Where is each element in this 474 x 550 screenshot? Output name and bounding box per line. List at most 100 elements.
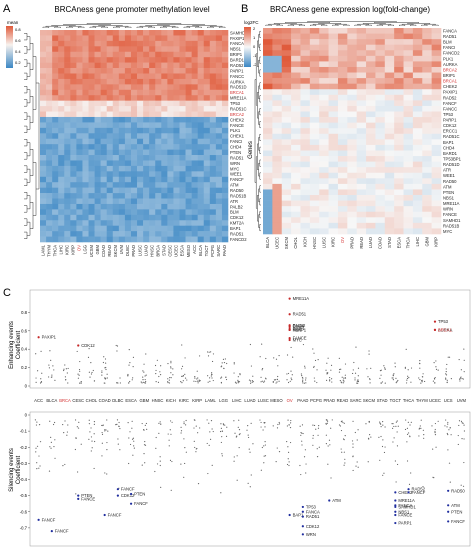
heatmap-cell <box>300 211 311 218</box>
heatmap-cell <box>149 187 156 194</box>
heatmap-cell <box>130 122 138 129</box>
sil-gene-label: FANCA <box>398 503 412 508</box>
enh-point <box>170 366 172 368</box>
heatmap-cell <box>215 160 223 167</box>
heatmap-cell <box>94 160 101 167</box>
heatmap-cell <box>40 30 47 36</box>
heatmap-cell <box>52 62 59 69</box>
gene-label: PALB2 <box>230 204 243 209</box>
heatmap-cell <box>319 72 329 79</box>
heatmap-cell <box>291 200 301 207</box>
heatmap-cell <box>185 133 192 140</box>
cancer-label: LIHC <box>232 398 242 403</box>
heatmap-cell <box>328 200 339 207</box>
sil-point <box>106 449 108 451</box>
cancer-label: TGCT <box>204 245 209 257</box>
heatmap-cell <box>403 150 414 157</box>
sil-point <box>247 425 249 427</box>
enh-point <box>182 380 184 382</box>
heatmap-cell <box>118 171 126 178</box>
heatmap-cell <box>191 35 198 42</box>
sil-point <box>407 421 409 423</box>
heatmap-cell <box>167 116 174 123</box>
enh-point <box>223 367 225 369</box>
heatmap-cell <box>394 89 404 96</box>
heatmap-cell <box>221 236 229 243</box>
heatmap-cell <box>58 133 65 140</box>
heatmap-cell <box>64 182 71 188</box>
heatmap-cell <box>191 231 198 237</box>
heatmap-cell <box>52 138 59 145</box>
gene-label: TP53BP1 <box>443 157 462 162</box>
heatmap-cell <box>130 40 138 47</box>
heatmap-cell <box>106 95 114 101</box>
enh-point <box>220 377 222 379</box>
enh-point <box>392 374 394 376</box>
sil-point <box>384 446 386 448</box>
heatmap-cell <box>309 44 320 51</box>
heatmap-cell <box>173 193 180 199</box>
heatmap-cell <box>40 84 47 91</box>
heatmap-cell <box>422 161 432 168</box>
heatmap-cell <box>137 30 144 36</box>
sil-gene-label: PARP1 <box>398 521 412 526</box>
heatmap-cell <box>356 61 367 68</box>
heatmap-cell <box>185 35 192 42</box>
heatmap-cell <box>155 51 162 58</box>
heatmap-cell <box>40 73 47 80</box>
sil-point <box>301 440 303 442</box>
sil-point <box>370 436 372 438</box>
sil-gene-label: FANCF <box>108 512 122 517</box>
sil-point <box>105 429 107 431</box>
heatmap-cell <box>291 55 301 62</box>
heatmap-cell <box>300 161 311 168</box>
sil-gene-label: SAMHD1 <box>398 504 416 509</box>
heatmap-cell <box>76 116 83 123</box>
enh-point <box>305 377 307 379</box>
heatmap-cell <box>191 122 198 129</box>
heatmap-cell <box>112 155 120 161</box>
heatmap-cell <box>143 155 150 161</box>
heatmap-cell <box>422 61 432 68</box>
heatmap-cell <box>209 57 217 63</box>
heatmap-cell <box>412 61 423 68</box>
sil-point <box>160 423 162 425</box>
heatmap-cell <box>263 94 273 101</box>
heatmap-cell <box>82 138 89 145</box>
sil-point <box>246 429 248 431</box>
sil-point <box>432 476 434 478</box>
heatmap-cell <box>337 156 348 162</box>
panel-c-cancer-labels: ACC BLCA BRCA CESC CHOL COAD DLBC ESCA GBM HNSC KI… <box>34 398 466 403</box>
heatmap-cell <box>40 116 47 123</box>
heatmap-cell <box>167 149 174 156</box>
heatmap-cell <box>130 35 138 42</box>
enh-point <box>432 380 435 382</box>
heatmap-cell <box>46 214 53 221</box>
heatmap-cell <box>167 176 174 183</box>
heatmap-cell <box>149 57 156 63</box>
heatmap-cell <box>173 171 180 178</box>
sil-point <box>261 446 263 449</box>
heatmap-cell <box>328 206 339 213</box>
sil-point <box>289 426 292 429</box>
heatmap-cell <box>149 46 156 53</box>
heatmap-cell <box>76 68 83 74</box>
heatmap-cell <box>422 89 432 96</box>
enh-point <box>354 379 356 381</box>
heatmap-cell <box>221 133 229 140</box>
heatmap-cell <box>272 206 283 213</box>
enh-point <box>54 379 56 381</box>
enh-point <box>93 380 95 382</box>
heatmap-cell <box>309 128 320 135</box>
heatmap-cell <box>70 57 77 63</box>
cancer-label: LIHC <box>415 237 420 247</box>
cancer-label: CESC <box>72 398 84 403</box>
heatmap-cell <box>319 128 329 135</box>
heatmap-cell <box>64 236 71 243</box>
enh-point <box>435 368 438 370</box>
heatmap-cell <box>112 203 120 210</box>
heatmap-cell <box>291 144 301 151</box>
heatmap-cell <box>70 73 77 80</box>
heatmap-cell <box>263 55 273 62</box>
enh-point <box>220 366 222 368</box>
